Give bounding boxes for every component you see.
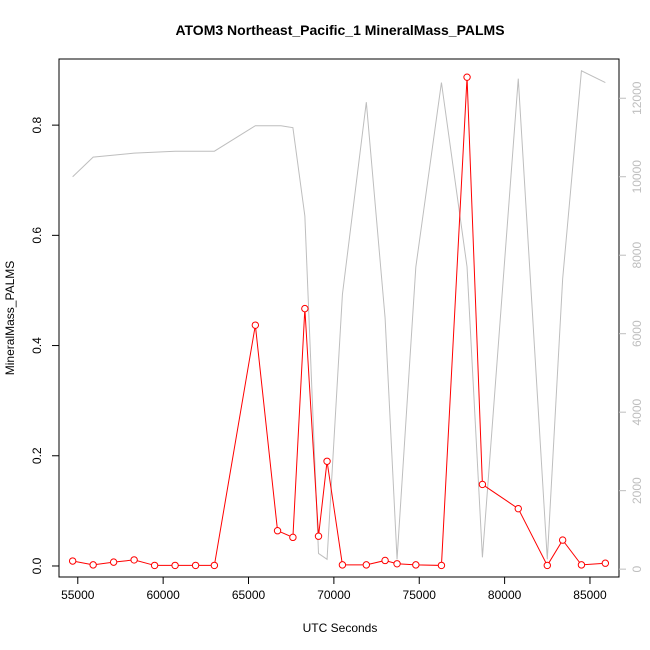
- data-point: [89, 561, 97, 569]
- data-point: [577, 561, 586, 569]
- data-point: [362, 561, 371, 569]
- data-point: [171, 561, 179, 570]
- data-point: [130, 556, 138, 564]
- x-tick-label: 75000: [403, 588, 437, 602]
- x-tick-label: 60000: [146, 588, 180, 602]
- data-point: [301, 304, 309, 313]
- x-axis: 55000 60000 65000 70000 75000 80000 85000: [61, 577, 607, 602]
- data-point: [558, 536, 567, 544]
- data-point: [273, 527, 282, 535]
- y2-tick-label: 4000: [630, 399, 644, 426]
- y-tick-label: 0.4: [30, 337, 44, 354]
- y2-tick-label: 12000: [630, 81, 644, 115]
- data-point: [338, 561, 347, 569]
- data-point: [437, 561, 446, 570]
- y2-tick-label: 0: [630, 565, 644, 572]
- x-tick-label: 70000: [317, 588, 351, 602]
- x-tick-label: 55000: [61, 588, 95, 602]
- series-layer: [68, 70, 610, 570]
- y-axis-left: 0.0 0.2 0.4 0.6 0.8: [30, 116, 59, 574]
- data-point: [68, 557, 77, 565]
- y-axis-label: MineralMass_PALMS: [3, 261, 17, 375]
- data-point: [109, 558, 118, 566]
- data-point: [381, 556, 389, 565]
- y-tick-label: 0.2: [30, 447, 44, 464]
- x-axis-label: UTC Seconds: [303, 621, 378, 635]
- data-point: [323, 457, 331, 465]
- y2-tick-label: 6000: [630, 320, 644, 347]
- data-point: [478, 480, 487, 489]
- series-right-line: [72, 70, 606, 561]
- data-point: [150, 561, 159, 570]
- y2-tick-label: 2000: [630, 477, 644, 504]
- data-point: [463, 73, 471, 81]
- chart-title: ATOM3 Northeast_Pacific_1 MineralMass_PA…: [175, 22, 504, 38]
- data-point: [251, 321, 260, 329]
- data-point: [393, 560, 401, 568]
- y-tick-label: 0.6: [30, 227, 44, 244]
- data-point: [543, 561, 551, 570]
- data-point: [514, 504, 522, 513]
- data-point: [191, 561, 200, 570]
- x-tick-label: 65000: [232, 588, 266, 602]
- data-point: [289, 533, 297, 542]
- plot-frame: [58, 58, 620, 578]
- data-point: [412, 561, 420, 569]
- x-tick-label: 80000: [488, 588, 522, 602]
- data-point: [601, 559, 610, 567]
- y2-tick-label: 10000: [630, 160, 644, 194]
- data-point: [210, 561, 219, 570]
- x-tick-label: 85000: [573, 588, 607, 602]
- y-axis-right: 0 2000 4000 6000 8000 10000 12000: [619, 81, 644, 572]
- y2-tick-label: 8000: [630, 242, 644, 269]
- data-point: [314, 532, 323, 540]
- y-tick-label: 0.8: [30, 116, 44, 133]
- y-tick-label: 0.0: [30, 557, 44, 574]
- series-left-line: [72, 77, 606, 567]
